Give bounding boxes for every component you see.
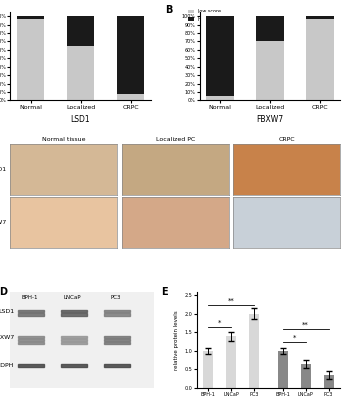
Bar (117, 94, 144, 100)
Title: Localized PC: Localized PC (155, 137, 195, 142)
Text: FBXW7: FBXW7 (0, 335, 14, 340)
Bar (306, 19, 334, 100)
Bar (206, 96, 234, 100)
Text: LSD1: LSD1 (0, 309, 14, 314)
Text: D: D (0, 287, 7, 297)
Bar (306, 16, 334, 19)
Bar (17, 16, 44, 19)
Y-axis label: FBXW7: FBXW7 (0, 220, 6, 225)
Bar (18, 310, 44, 312)
Bar (103, 339, 130, 341)
Title: Normal tissue: Normal tissue (42, 137, 86, 142)
Bar (103, 342, 130, 344)
Text: LNCaP: LNCaP (64, 296, 81, 300)
Bar (206, 16, 234, 96)
Legend: low score, high score: low score, high score (186, 7, 226, 24)
Bar (301, 364, 311, 388)
Bar (61, 364, 87, 367)
Text: *: * (218, 320, 221, 326)
Bar (256, 42, 284, 100)
Bar (61, 342, 87, 344)
Bar (18, 342, 44, 344)
Text: *: * (293, 335, 296, 341)
Bar (324, 375, 333, 388)
Text: E: E (161, 287, 168, 297)
Bar (103, 310, 130, 312)
Bar (61, 339, 87, 341)
X-axis label: FBXW7: FBXW7 (256, 115, 283, 124)
Text: B: B (165, 5, 172, 15)
Bar (67, 46, 94, 100)
Bar (67, 16, 94, 46)
X-axis label: LSD1: LSD1 (71, 115, 90, 124)
Bar (226, 336, 236, 388)
Text: **: ** (228, 298, 235, 304)
Bar (249, 314, 259, 388)
Bar (61, 314, 87, 316)
Y-axis label: relative protein levels: relative protein levels (174, 310, 179, 370)
Bar (278, 351, 288, 388)
Bar (103, 314, 130, 316)
Bar (61, 336, 87, 338)
Text: GADPH: GADPH (0, 363, 14, 368)
Bar (18, 339, 44, 341)
Bar (203, 351, 213, 388)
Y-axis label: LSD1: LSD1 (0, 167, 6, 172)
Bar (103, 336, 130, 338)
Bar (18, 336, 44, 338)
Bar (256, 16, 284, 42)
Bar (18, 314, 44, 316)
Text: PC3: PC3 (110, 296, 121, 300)
Bar (103, 364, 130, 367)
Text: **: ** (302, 322, 309, 328)
Bar (61, 310, 87, 312)
Text: BPH-1: BPH-1 (21, 296, 38, 300)
Title: CRPC: CRPC (278, 137, 295, 142)
Bar (17, 19, 44, 100)
Bar (18, 364, 44, 367)
Bar (117, 16, 144, 94)
